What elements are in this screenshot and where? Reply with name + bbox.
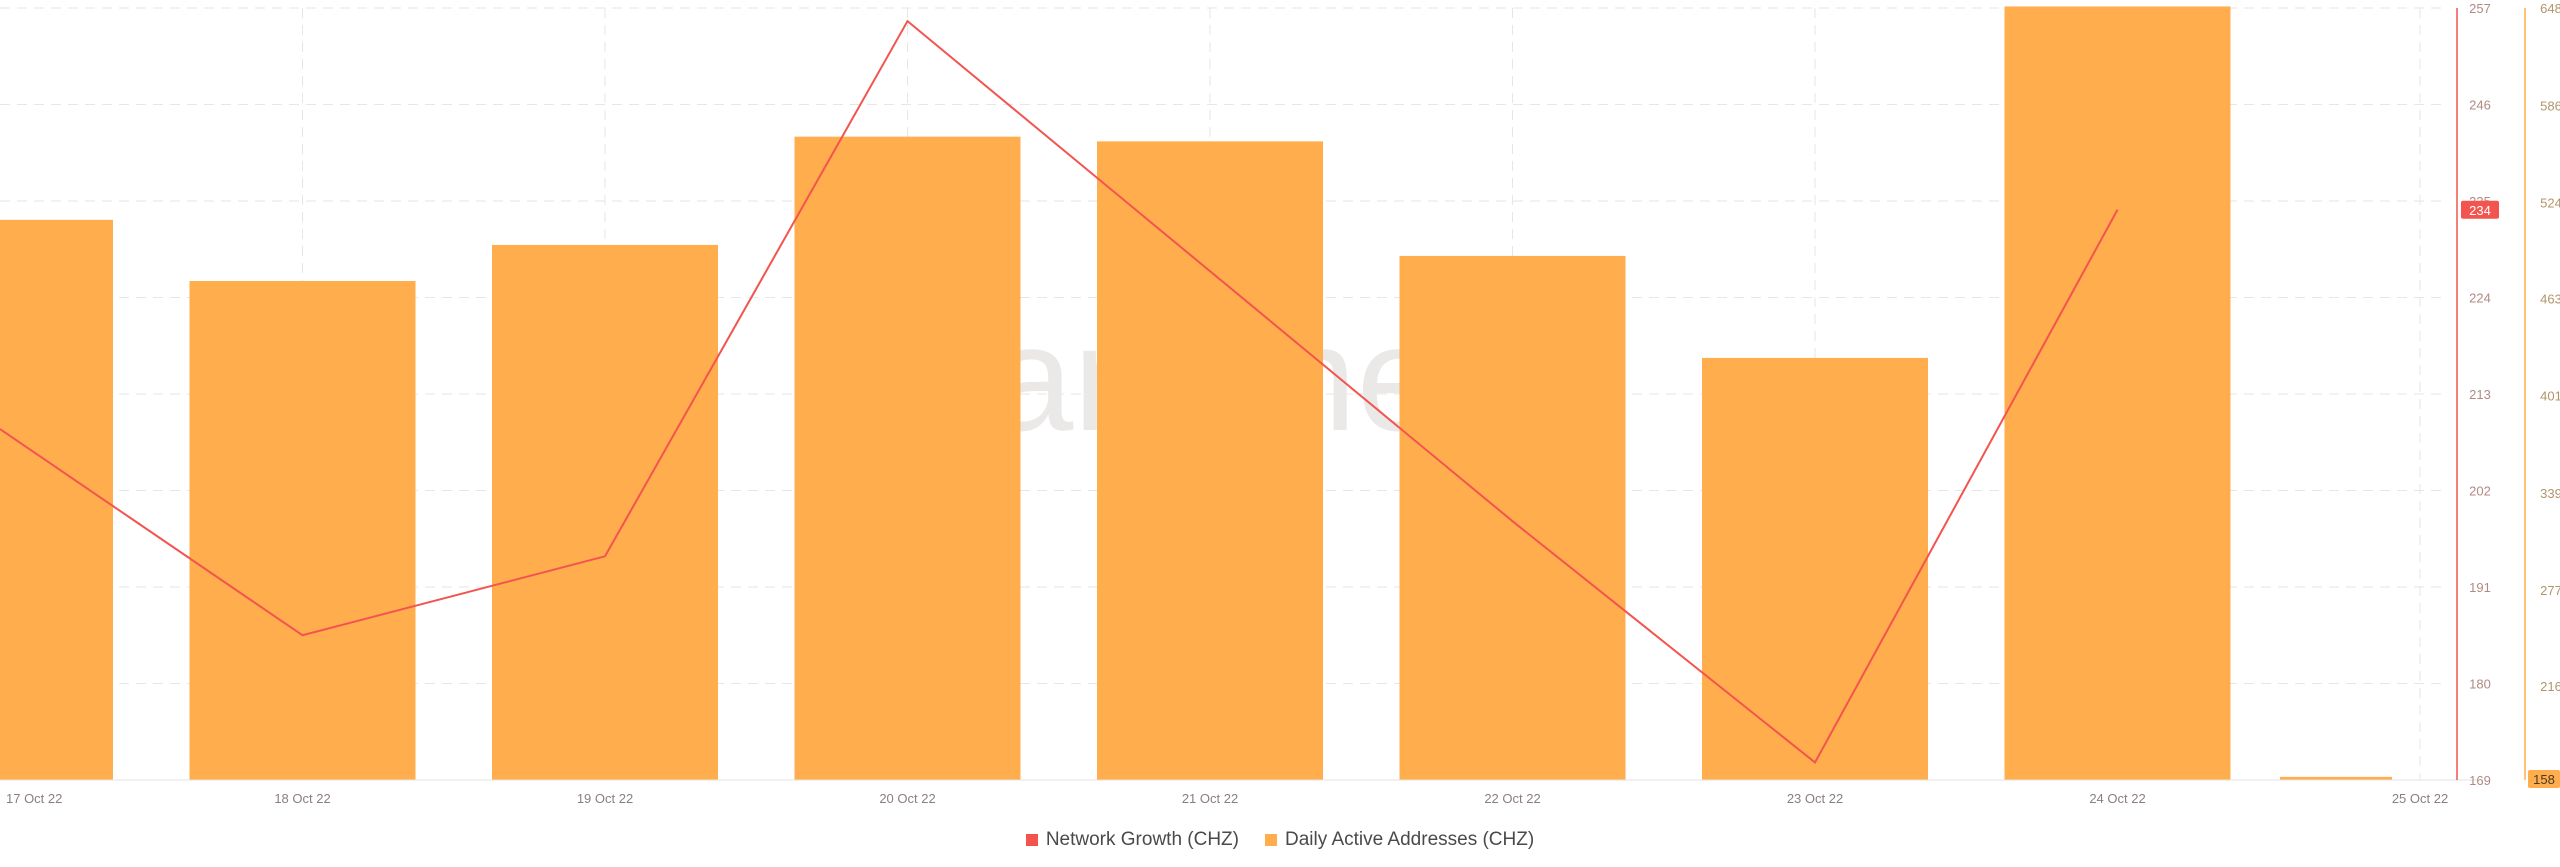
y-tick-daily-active: 401	[2540, 389, 2560, 404]
bar-daily-active	[2280, 776, 2392, 780]
last-value-badge-daily-active	[2528, 770, 2560, 788]
y-tick-daily-active: 339	[2540, 486, 2560, 501]
bar-daily-active	[1097, 141, 1323, 781]
y-tick-network-growth: 257	[2469, 1, 2491, 16]
x-tick-label: 25 Oct 22	[2392, 791, 2448, 806]
y-tick-network-growth: 213	[2469, 387, 2491, 402]
last-value-badge-network-growth	[2461, 200, 2499, 219]
legend-item-network-growth[interactable]: Network Growth (CHZ)	[1025, 829, 1239, 851]
y-tick-network-growth: 246	[2469, 98, 2491, 113]
legend-item-daily-active[interactable]: Daily Active Addresses (CHZ)	[1265, 829, 1534, 851]
legend-label-daily-active: Daily Active Addresses (CHZ)	[1285, 829, 1535, 850]
legend-swatch-network-growth	[1025, 834, 1038, 846]
bar-daily-active	[2004, 6, 2231, 780]
y-tick-daily-active: 463	[2540, 291, 2560, 306]
x-tick-label: 17 Oct 22	[6, 791, 62, 806]
chart-legend: Network Growth (CHZ) Daily Active Addres…	[0, 825, 2560, 855]
line-network-growth	[0, 19, 2119, 764]
y-tick-network-growth: 169	[2469, 773, 2491, 788]
last-value-daily-active: 158	[2533, 772, 2555, 787]
bar-daily-active	[0, 219, 113, 780]
bar-daily-active	[1702, 357, 1928, 780]
bar-daily-active	[794, 136, 1021, 780]
x-tick-label: 21 Oct 22	[1182, 791, 1238, 806]
last-value-network-growth: 234	[2469, 203, 2491, 218]
y-tick-network-growth: 202	[2469, 484, 2491, 499]
y-tick-daily-active: 216	[2540, 679, 2560, 694]
x-tick-label: 20 Oct 22	[879, 791, 935, 806]
y-tick-network-growth: 191	[2469, 580, 2491, 595]
x-tick-label: 19 Oct 22	[577, 791, 633, 806]
x-tick-label: 18 Oct 22	[274, 791, 330, 806]
bar-daily-active	[189, 281, 416, 780]
x-tick-label: 23 Oct 22	[1787, 791, 1843, 806]
bar-daily-active	[492, 244, 718, 781]
y-tick-daily-active: 524	[2540, 196, 2560, 211]
y-tick-network-growth: 180	[2469, 677, 2491, 692]
x-tick-label: 22 Oct 22	[1484, 791, 1540, 806]
y-tick-network-growth: 224	[2469, 291, 2491, 306]
x-tick-label: 24 Oct 22	[2089, 791, 2145, 806]
legend-swatch-daily-active	[1265, 834, 1277, 846]
legend-label-network-growth: Network Growth (CHZ)	[1045, 829, 1239, 850]
y-tick-daily-active: 586	[2540, 98, 2560, 113]
bar-daily-active	[1399, 255, 1626, 780]
y-tick-daily-active: 648	[2540, 1, 2560, 16]
y-tick-daily-active: 277	[2540, 583, 2560, 598]
